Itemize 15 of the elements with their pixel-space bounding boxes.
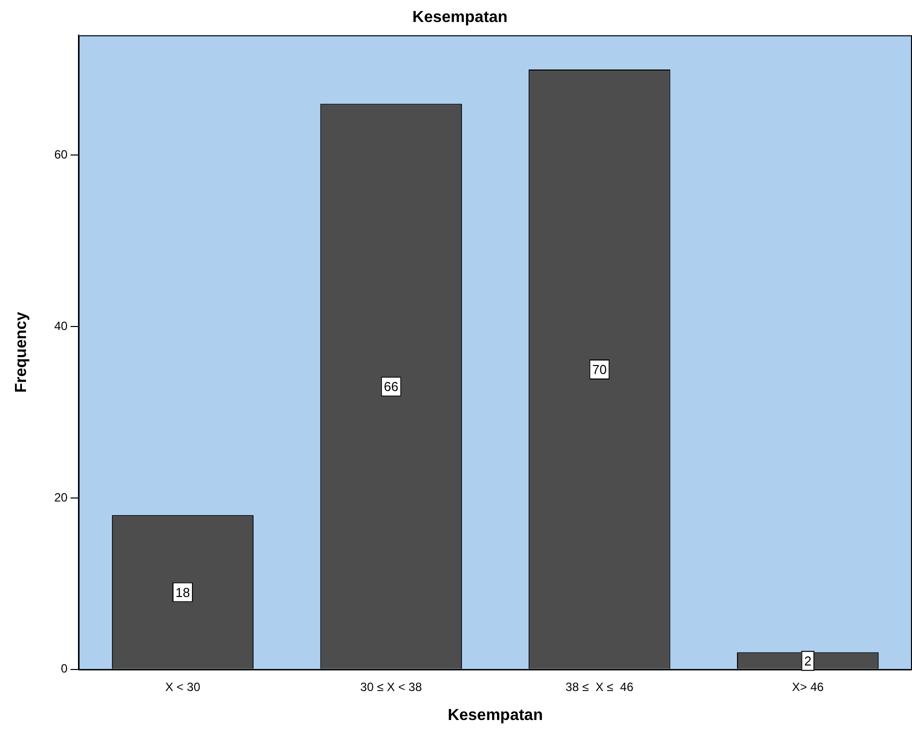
y-tick-label: 40 bbox=[54, 318, 68, 333]
x-tick-label: X> 46 bbox=[792, 680, 824, 694]
y-axis-title: Frequency bbox=[13, 312, 30, 393]
x-tick-label: 30 ≤ X < 38 bbox=[360, 680, 422, 694]
data-label: 18 bbox=[175, 584, 190, 600]
chart-title: Kesempatan bbox=[412, 9, 508, 26]
data-label: 2 bbox=[804, 653, 812, 668]
x-axis-title: Kesempatan bbox=[448, 706, 543, 724]
y-tick-label: 0 bbox=[60, 662, 68, 676]
x-tick-label: X < 30 bbox=[165, 680, 201, 694]
y-tick-label: 60 bbox=[54, 147, 68, 162]
data-label: 66 bbox=[384, 379, 398, 394]
y-tick-label: 20 bbox=[54, 490, 68, 504]
x-tick-label: 38 ≤ X ≤ 46 bbox=[566, 680, 634, 694]
data-label: 70 bbox=[592, 362, 607, 378]
